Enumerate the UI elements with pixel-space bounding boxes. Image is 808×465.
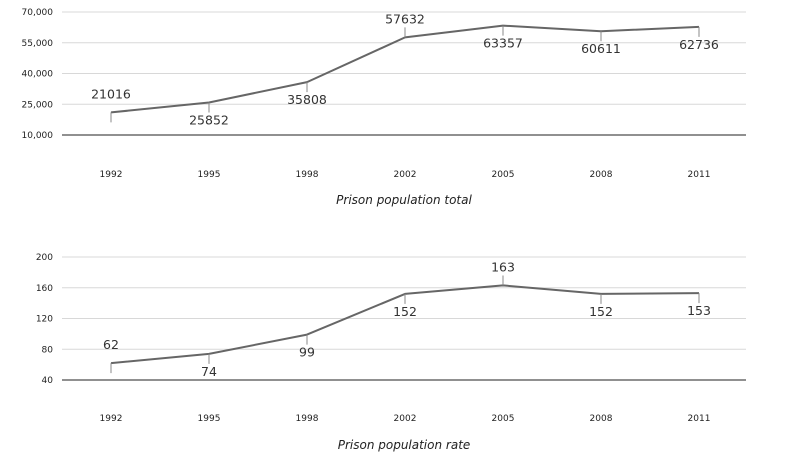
total-x-tick-label: 1992 xyxy=(100,170,123,180)
rate-data-label: 163 xyxy=(491,259,515,274)
total-x-tick-label: 1995 xyxy=(198,170,221,180)
rate-x-tick-label: 2002 xyxy=(394,414,417,424)
rate-data-label: 153 xyxy=(687,303,711,318)
rate-y-tick-label: 120 xyxy=(36,315,53,325)
prison-population-total-chart: 10,000 25,000 40,000 55,000 70,000 21016 1992 2… xyxy=(22,8,746,207)
total-data-label: 62736 xyxy=(679,37,719,52)
rate-y-tick-label: 40 xyxy=(42,376,54,386)
total-x-tick-label: 1998 xyxy=(296,170,319,180)
total-x-tick-label: 2008 xyxy=(590,170,613,180)
total-y-tick-label: 25,000 xyxy=(22,100,54,110)
rate-x-tick-label: 2005 xyxy=(492,414,515,424)
rate-y-tick-label: 200 xyxy=(36,253,53,263)
rate-chart-title: Prison population rate xyxy=(338,438,471,452)
rate-y-tick-label: 80 xyxy=(42,345,54,355)
rate-data-label: 62 xyxy=(103,337,119,352)
total-x-tick-label: 2011 xyxy=(688,170,711,180)
total-x-tick-label: 2002 xyxy=(394,170,417,180)
total-x-tick-label: 2005 xyxy=(492,170,515,180)
prison-population-rate-chart: 40 80 120 160 200 62 1992 74 1995 99 1998 152 2002 16… xyxy=(36,253,746,452)
rate-data-label: 152 xyxy=(589,304,613,319)
total-y-tick-label: 55,000 xyxy=(22,39,54,49)
total-data-label: 35808 xyxy=(287,92,327,107)
total-data-label: 57632 xyxy=(385,11,425,26)
rate-x-tick-label: 2011 xyxy=(688,414,711,424)
total-chart-title: Prison population total xyxy=(336,193,472,207)
rate-x-tick-label: 2008 xyxy=(590,414,613,424)
total-y-tick-label: 10,000 xyxy=(22,131,54,141)
rate-y-tick-label: 160 xyxy=(36,284,53,294)
rate-x-tick-label: 1998 xyxy=(296,414,319,424)
total-data-label: 63357 xyxy=(483,36,523,51)
rate-x-tick-label: 1995 xyxy=(198,414,221,424)
rate-data-label: 74 xyxy=(201,364,217,379)
total-data-label: 60611 xyxy=(581,41,621,56)
total-y-tick-label: 70,000 xyxy=(22,8,54,18)
total-data-label: 25852 xyxy=(189,113,229,128)
rate-data-label: 99 xyxy=(299,345,315,360)
total-series-line xyxy=(110,24,700,114)
rate-x-tick-label: 1992 xyxy=(100,414,123,424)
rate-data-label: 152 xyxy=(393,304,417,319)
total-y-tick-label: 40,000 xyxy=(22,70,54,80)
total-data-label: 21016 xyxy=(91,86,131,101)
